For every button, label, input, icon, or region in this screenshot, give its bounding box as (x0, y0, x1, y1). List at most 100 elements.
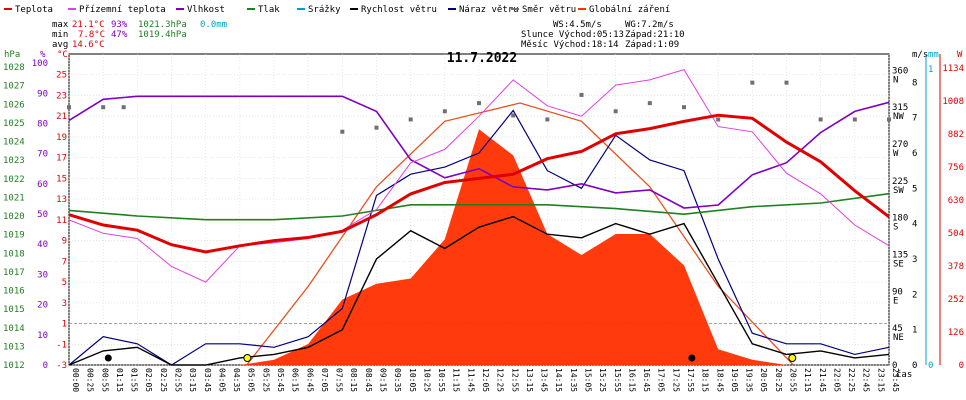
series-globalni-zareni (69, 129, 889, 365)
c-tick: 19 (56, 133, 67, 143)
legend-label-1: Přízemní teplota (79, 5, 166, 15)
dir-tick: 315 (892, 103, 908, 113)
pct-tick: 10 (37, 331, 48, 341)
pct-tick: 40 (37, 240, 48, 250)
stats-min-temp: 7.8°C (78, 30, 105, 40)
c-tick: 11 (56, 216, 67, 226)
dir-name: NW (893, 112, 904, 122)
w-tick: 882 (948, 130, 964, 140)
x-tick: 06:15 (291, 368, 300, 392)
legend-label-3: Tlak (258, 5, 280, 15)
wind-direction-point (579, 92, 584, 97)
x-tick: 20:55 (789, 368, 798, 392)
legend-label-4: Srážky (308, 5, 341, 15)
x-tick: 09:35 (393, 368, 402, 392)
c-tick: 25 (56, 71, 67, 81)
x-tick: 09:15 (379, 368, 388, 392)
x-tick: 20:25 (774, 368, 783, 392)
w-tick: 126 (948, 328, 964, 338)
stats-max-hum: 93% (111, 20, 128, 30)
mm-tick: 1 (928, 65, 933, 75)
dir-name: W (893, 149, 899, 159)
dir-tick: 360 (892, 66, 908, 76)
x-tick: 15:05 (584, 368, 593, 392)
wind-direction-point (477, 101, 481, 106)
wind-direction-point (852, 117, 857, 122)
hpa-tick: 1018 (3, 249, 25, 259)
x-tick: 12:05 (481, 368, 490, 392)
hpa-tick: 1023 (3, 156, 25, 166)
info-ws: WS:4.5m/s (553, 20, 602, 30)
x-tick: 08:45 (364, 368, 373, 392)
x-tick: 13:15 (525, 368, 534, 392)
c-tick: 17 (56, 154, 67, 164)
ms-tick: 2 (912, 290, 917, 300)
info-moon-set: Západ:1:09 (625, 40, 679, 50)
hpa-tick: 1028 (3, 63, 25, 73)
x-tick: 17:25 (671, 368, 680, 392)
x-tick: 10:25 (422, 368, 431, 392)
legend: Teplota Přízemní teplota Vlhkost Tlak Srážky… (4, 5, 670, 15)
x-tick: 11:15 (452, 368, 461, 392)
series-teplota (68, 113, 890, 254)
w-tick: 630 (948, 196, 964, 206)
ms-tick: 1 (912, 326, 917, 336)
wind-direction-point (545, 117, 550, 122)
pct-tick: 50 (37, 210, 48, 220)
hpa-tick: 1012 (3, 361, 25, 371)
hpa-tick: 1021 (3, 193, 25, 203)
wind-direction-point (647, 101, 652, 106)
info-sun: Slunce Východ:05:13 (521, 30, 624, 40)
dir-tick: 180 (892, 214, 908, 224)
hpa-tick: 1026 (3, 100, 25, 110)
ms-tick: 7 (912, 114, 917, 124)
sunset-marker (788, 354, 797, 362)
stats-precip: 0.0mm (200, 20, 227, 30)
pct-tick: 20 (37, 301, 48, 311)
c-tick: 5 (62, 278, 67, 288)
legend-label-8: Globální záření (589, 5, 670, 15)
grid (68, 54, 890, 366)
x-tick: 01:55 (130, 368, 139, 392)
wind-direction-point (121, 105, 126, 110)
c-tick: 9 (62, 237, 67, 247)
x-tick: 21:45 (818, 368, 827, 392)
x-tick: 16:45 (642, 368, 651, 392)
x-tick: 03:15 (188, 368, 197, 392)
dir-tick: 135 (892, 251, 908, 261)
w-tick: 1134 (942, 64, 964, 74)
moonset-marker (104, 354, 112, 362)
dir-tick: 225 (892, 177, 908, 187)
dir-tick: 270 (892, 140, 908, 150)
stats-max-temp: 21.1°C (72, 20, 105, 30)
series-naraz-vetru (68, 109, 890, 366)
hpa-axis-label: hPa (4, 50, 20, 60)
c-axis-label: °C (57, 50, 68, 60)
wind-direction-point (818, 117, 823, 122)
pct-tick: 0 (43, 361, 48, 371)
x-tick: 10:55 (437, 368, 446, 392)
series-teoreticke-zareni (246, 102, 794, 366)
ms-tick: 3 (912, 255, 917, 265)
x-tick: 19:05 (730, 368, 739, 392)
x-tick: 17:05 (657, 368, 666, 392)
hpa-tick: 1017 (3, 268, 25, 278)
c-tick: 15 (56, 174, 67, 184)
x-tick: 15:25 (598, 368, 607, 392)
x-tick: 21:15 (803, 368, 812, 392)
ms-tick: 5 (912, 184, 917, 194)
x-tick: 05:05 (247, 368, 256, 392)
wind-direction-point (716, 117, 721, 122)
x-tick: 22:25 (847, 368, 856, 392)
dir-name: SW (893, 186, 904, 196)
ms-tick: 8 (912, 78, 917, 88)
dir-tick: 90 (892, 287, 903, 297)
hpa-tick: 1016 (3, 287, 25, 297)
dir-name: N (893, 75, 898, 85)
wind-direction-point (340, 129, 345, 134)
wind-direction-point (750, 80, 755, 85)
ms-tick: 0 (912, 361, 917, 371)
hpa-tick: 1019 (3, 231, 25, 241)
x-tick: 04:05 (217, 368, 226, 392)
x-tick: 11:45 (466, 368, 475, 392)
